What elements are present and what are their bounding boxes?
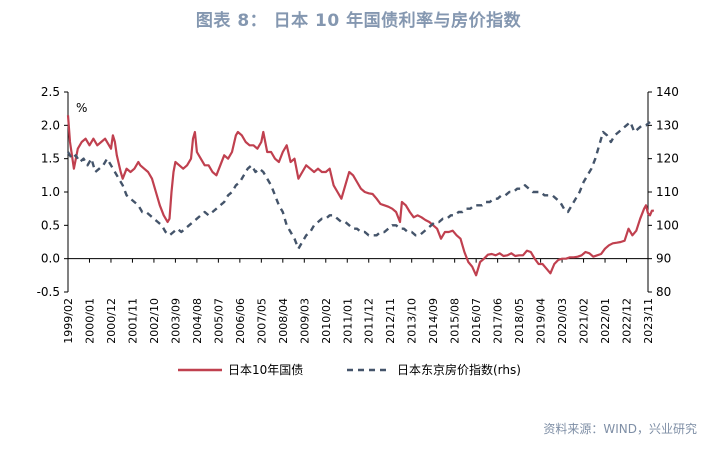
legend-item-tokyo-house-index: 日本东京房价指数(rhs): [347, 362, 521, 377]
left-axis-tick-label: 0.5: [41, 218, 60, 232]
x-axis-tick-label: 2015/08: [449, 298, 462, 344]
x-axis-tick-label: 2000/01: [83, 298, 96, 344]
x-axis-tick-label: 1999/02: [62, 298, 75, 344]
series-line-tokyo-house-index: [66, 120, 651, 250]
left-axis-ticks: 2.5 2.0 1.5 1.0 0.5 0.0 -0.5: [37, 85, 68, 299]
x-axis-tick-label: 2007/05: [255, 298, 268, 344]
x-axis-tick-label: 2010/02: [320, 298, 333, 344]
x-axis-tick-label: 2014/09: [427, 298, 440, 344]
x-axis-tick-label: 2020/03: [556, 298, 569, 344]
series-line-jgb-10y: [66, 115, 654, 277]
left-axis-unit-label: %: [76, 101, 87, 115]
x-axis-tick-label: 2022/12: [621, 298, 634, 344]
left-axis-tick-label: -0.5: [37, 285, 60, 299]
x-axis-tick-label: 2011/12: [363, 298, 376, 344]
source-note: 资料来源：WIND，兴业研究: [543, 422, 697, 436]
x-axis-tick-label: 2017/06: [492, 298, 505, 344]
right-axis-tick-label: 120: [656, 152, 679, 166]
x-axis-tick-label: 2005/07: [212, 298, 225, 344]
x-axis-tick-label: 2023/11: [642, 298, 655, 344]
right-axis-tick-label: 90: [656, 252, 671, 266]
x-axis-tick-label: 2003/09: [169, 298, 182, 344]
x-axis-tick-label: 2008/04: [277, 298, 290, 344]
left-axis-tick-label: 2.5: [41, 85, 60, 99]
legend-item-jgb-10y: 日本10年国债: [178, 363, 303, 377]
legend-label: 日本10年国债: [228, 363, 303, 377]
x-axis-tick-label: 2004/08: [191, 298, 204, 344]
right-axis-tick-label: 100: [656, 218, 679, 232]
left-axis-tick-label: 2.0: [41, 118, 60, 132]
x-axis-tick-label: 2002/10: [148, 298, 161, 344]
x-axis-tick-label: 2022/01: [599, 298, 612, 344]
x-axis-tick-label: 2000/12: [105, 298, 118, 344]
legend: 日本10年国债 日本东京房价指数(rhs): [178, 362, 521, 377]
left-axis-tick-label: 1.5: [41, 152, 60, 166]
right-axis-tick-label: 130: [656, 118, 679, 132]
x-axis-tick-label: 2019/04: [535, 298, 548, 344]
x-axis-tick-label: 2021/02: [578, 298, 591, 344]
right-axis-ticks: 140 130 120 110 100 90 80: [648, 85, 679, 299]
x-axis-tick-label: 2016/07: [470, 298, 483, 344]
right-axis-tick-label: 140: [656, 85, 679, 99]
chart-title: 图表 8： 日本 10 年国债利率与房价指数: [195, 11, 522, 31]
right-axis-tick-label: 80: [656, 285, 671, 299]
left-axis-tick-label: 0.0: [41, 252, 60, 266]
x-axis-ticks: 1999/02 2000/01 2000/12 2001/11 2002/10 2003/…: [62, 258, 655, 344]
x-axis-tick-label: 2006/06: [234, 298, 247, 344]
x-axis-tick-label: 2013/10: [406, 298, 419, 344]
legend-label: 日本东京房价指数(rhs): [397, 362, 521, 377]
right-axis-tick-label: 110: [656, 185, 679, 199]
x-axis-tick-label: 2009/03: [298, 298, 311, 344]
left-axis-tick-label: 1.0: [41, 185, 60, 199]
x-axis-tick-label: 2018/05: [513, 298, 526, 344]
x-axis-tick-label: 2001/11: [126, 298, 139, 344]
x-axis-tick-label: 2012/11: [384, 298, 397, 344]
x-axis-tick-label: 2011/01: [341, 298, 354, 344]
series-layer: [66, 115, 654, 277]
